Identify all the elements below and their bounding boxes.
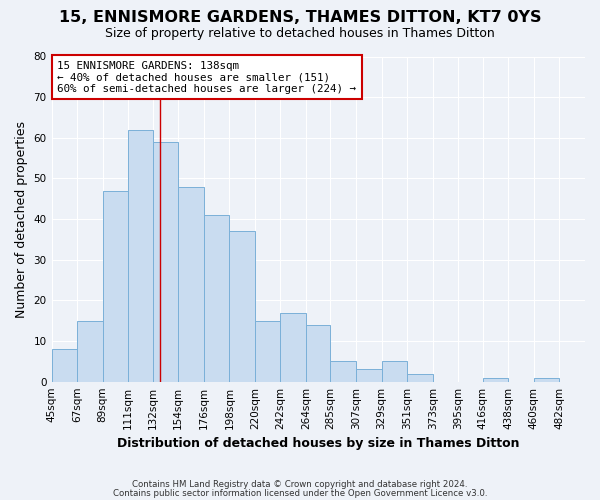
Text: 15, ENNISMORE GARDENS, THAMES DITTON, KT7 0YS: 15, ENNISMORE GARDENS, THAMES DITTON, KT…	[59, 10, 541, 25]
Bar	[356, 370, 382, 382]
Bar	[534, 378, 559, 382]
X-axis label: Distribution of detached houses by size in Thames Ditton: Distribution of detached houses by size …	[117, 437, 520, 450]
Bar	[178, 186, 204, 382]
Y-axis label: Number of detached properties: Number of detached properties	[15, 120, 28, 318]
Bar	[255, 320, 280, 382]
Bar	[204, 215, 229, 382]
Bar	[280, 312, 306, 382]
Bar	[306, 325, 331, 382]
Bar	[77, 320, 103, 382]
Bar	[382, 362, 407, 382]
Bar	[152, 142, 178, 382]
Text: Contains HM Land Registry data © Crown copyright and database right 2024.: Contains HM Land Registry data © Crown c…	[132, 480, 468, 489]
Bar	[103, 190, 128, 382]
Bar	[407, 374, 433, 382]
Bar	[128, 130, 152, 382]
Bar	[483, 378, 508, 382]
Text: Contains public sector information licensed under the Open Government Licence v3: Contains public sector information licen…	[113, 488, 487, 498]
Text: 15 ENNISMORE GARDENS: 138sqm
← 40% of detached houses are smaller (151)
60% of s: 15 ENNISMORE GARDENS: 138sqm ← 40% of de…	[58, 60, 356, 94]
Bar	[331, 362, 356, 382]
Text: Size of property relative to detached houses in Thames Ditton: Size of property relative to detached ho…	[105, 28, 495, 40]
Bar	[52, 349, 77, 382]
Bar	[229, 232, 255, 382]
